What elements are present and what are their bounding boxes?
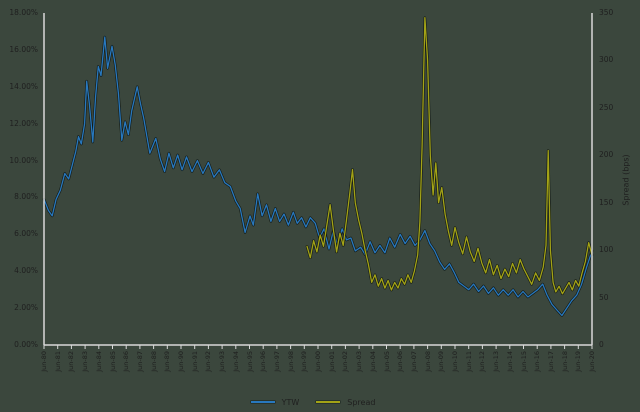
x-axis-tick-label: Jun-80 (40, 351, 48, 372)
series-spread-outline (305, 16, 594, 296)
x-axis-tick-label: Jun-97 (272, 351, 281, 372)
x-axis-tick-label: Jun-15 (519, 351, 528, 372)
x-axis-tick-label: Jun-87 (135, 351, 144, 372)
x-axis-tick-label: Jun-04 (368, 351, 377, 372)
x-axis-tick-label: Jun-19 (574, 351, 583, 372)
x-axis-tick-label: Jun-82 (67, 351, 76, 372)
x-axis-tick-label: Jun-88 (149, 351, 158, 372)
legend-label-spread: Spread (347, 397, 376, 407)
x-axis-tick-label: Jun-99 (300, 351, 309, 372)
x-axis-tick-label: Jun-90 (177, 351, 185, 372)
x-axis-tick-label: Jun-07 (409, 351, 418, 372)
x-axis-tick-label: Jun-96 (259, 351, 268, 372)
x-axis-tick-label: Jun-84 (94, 351, 103, 372)
legend-label-ytw: YTW (281, 397, 300, 407)
right-axis-tick-label: 350 (599, 8, 614, 17)
x-axis-tick-label: Jun-06 (396, 351, 405, 372)
left-axis-tick-label: 12.00% (9, 118, 38, 128)
x-axis-tick-label: Jun-81 (53, 351, 62, 372)
x-axis-tick-label: Jun-08 (423, 351, 432, 372)
x-axis-tick-label: Jun-05 (382, 351, 391, 372)
series-ytw (43, 36, 593, 317)
legend-line-ytw-icon (250, 401, 275, 403)
x-axis-tick-label: Jun-92 (204, 351, 213, 372)
right-axis-tick-label: 0 (599, 340, 604, 349)
x-axis-tick-label: Jun-14 (505, 351, 514, 372)
x-axis-tick-label: Jun-00 (314, 351, 322, 372)
x-axis-tick-label: Jun-20 (588, 351, 596, 372)
x-axis-tick-label: Jun-93 (218, 351, 227, 372)
right-axis-tick-label: 50 (599, 292, 609, 302)
right-axis-tick-label: 100 (599, 245, 614, 255)
left-axis-tick-label: 4.00% (14, 266, 38, 276)
legend-line-spread-icon (316, 401, 341, 403)
x-axis-tick-label: Jun-09 (437, 351, 446, 372)
legend: YTW Spread (44, 395, 592, 409)
x-axis-tick-label: Jun-18 (560, 351, 569, 372)
x-axis-tick-label: Jun-12 (478, 351, 487, 372)
left-axis-tick-label: 10.00% (9, 155, 38, 165)
x-axis-tick-label: Jun-10 (451, 351, 459, 372)
left-axis-tick-label: 0.00% (14, 340, 38, 349)
left-axis-tick-label: 16.00% (9, 44, 38, 54)
right-axis-tick-label: 250 (599, 102, 614, 112)
x-axis-tick-label: Jun-83 (81, 351, 90, 372)
left-axis-tick-label: 6.00% (14, 229, 38, 239)
x-axis-tick-label: Jun-02 (341, 351, 350, 372)
right-axis-tick-label: 150 (599, 197, 614, 207)
left-axis-tick-label: 18.00% (9, 8, 38, 17)
x-axis-tick-label: Jun-13 (492, 351, 501, 372)
x-axis-tick-label: Jun-01 (327, 351, 336, 372)
x-axis-tick-label: Jun-85 (108, 351, 117, 372)
x-axis-tick-label: Jun-86 (122, 351, 131, 372)
x-axis-tick-label: Jun-89 (163, 351, 172, 372)
x-axis-tick-label: Jun-16 (533, 351, 542, 372)
x-axis-tick-label: Jun-17 (546, 351, 555, 372)
x-axis-tick-label: Jun-94 (231, 351, 240, 372)
x-axis-tick-label: Jun-95 (245, 351, 254, 372)
right-axis-tick-label: 200 (599, 150, 614, 160)
right-axis-title: Spread (bps) (621, 154, 631, 206)
right-axis-tick-label: 300 (599, 55, 614, 65)
left-axis-tick-label: 8.00% (14, 192, 38, 202)
series-spread (306, 17, 593, 295)
x-axis-tick-label: Jun-98 (286, 351, 295, 372)
left-axis-tick-label: 2.00% (14, 303, 38, 313)
x-axis-tick-label: Jun-03 (355, 351, 364, 372)
x-axis-tick-label: Jun-91 (190, 351, 199, 372)
x-axis-tick-label: Jun-11 (464, 351, 473, 372)
left-axis-tick-label: 14.00% (9, 81, 38, 91)
